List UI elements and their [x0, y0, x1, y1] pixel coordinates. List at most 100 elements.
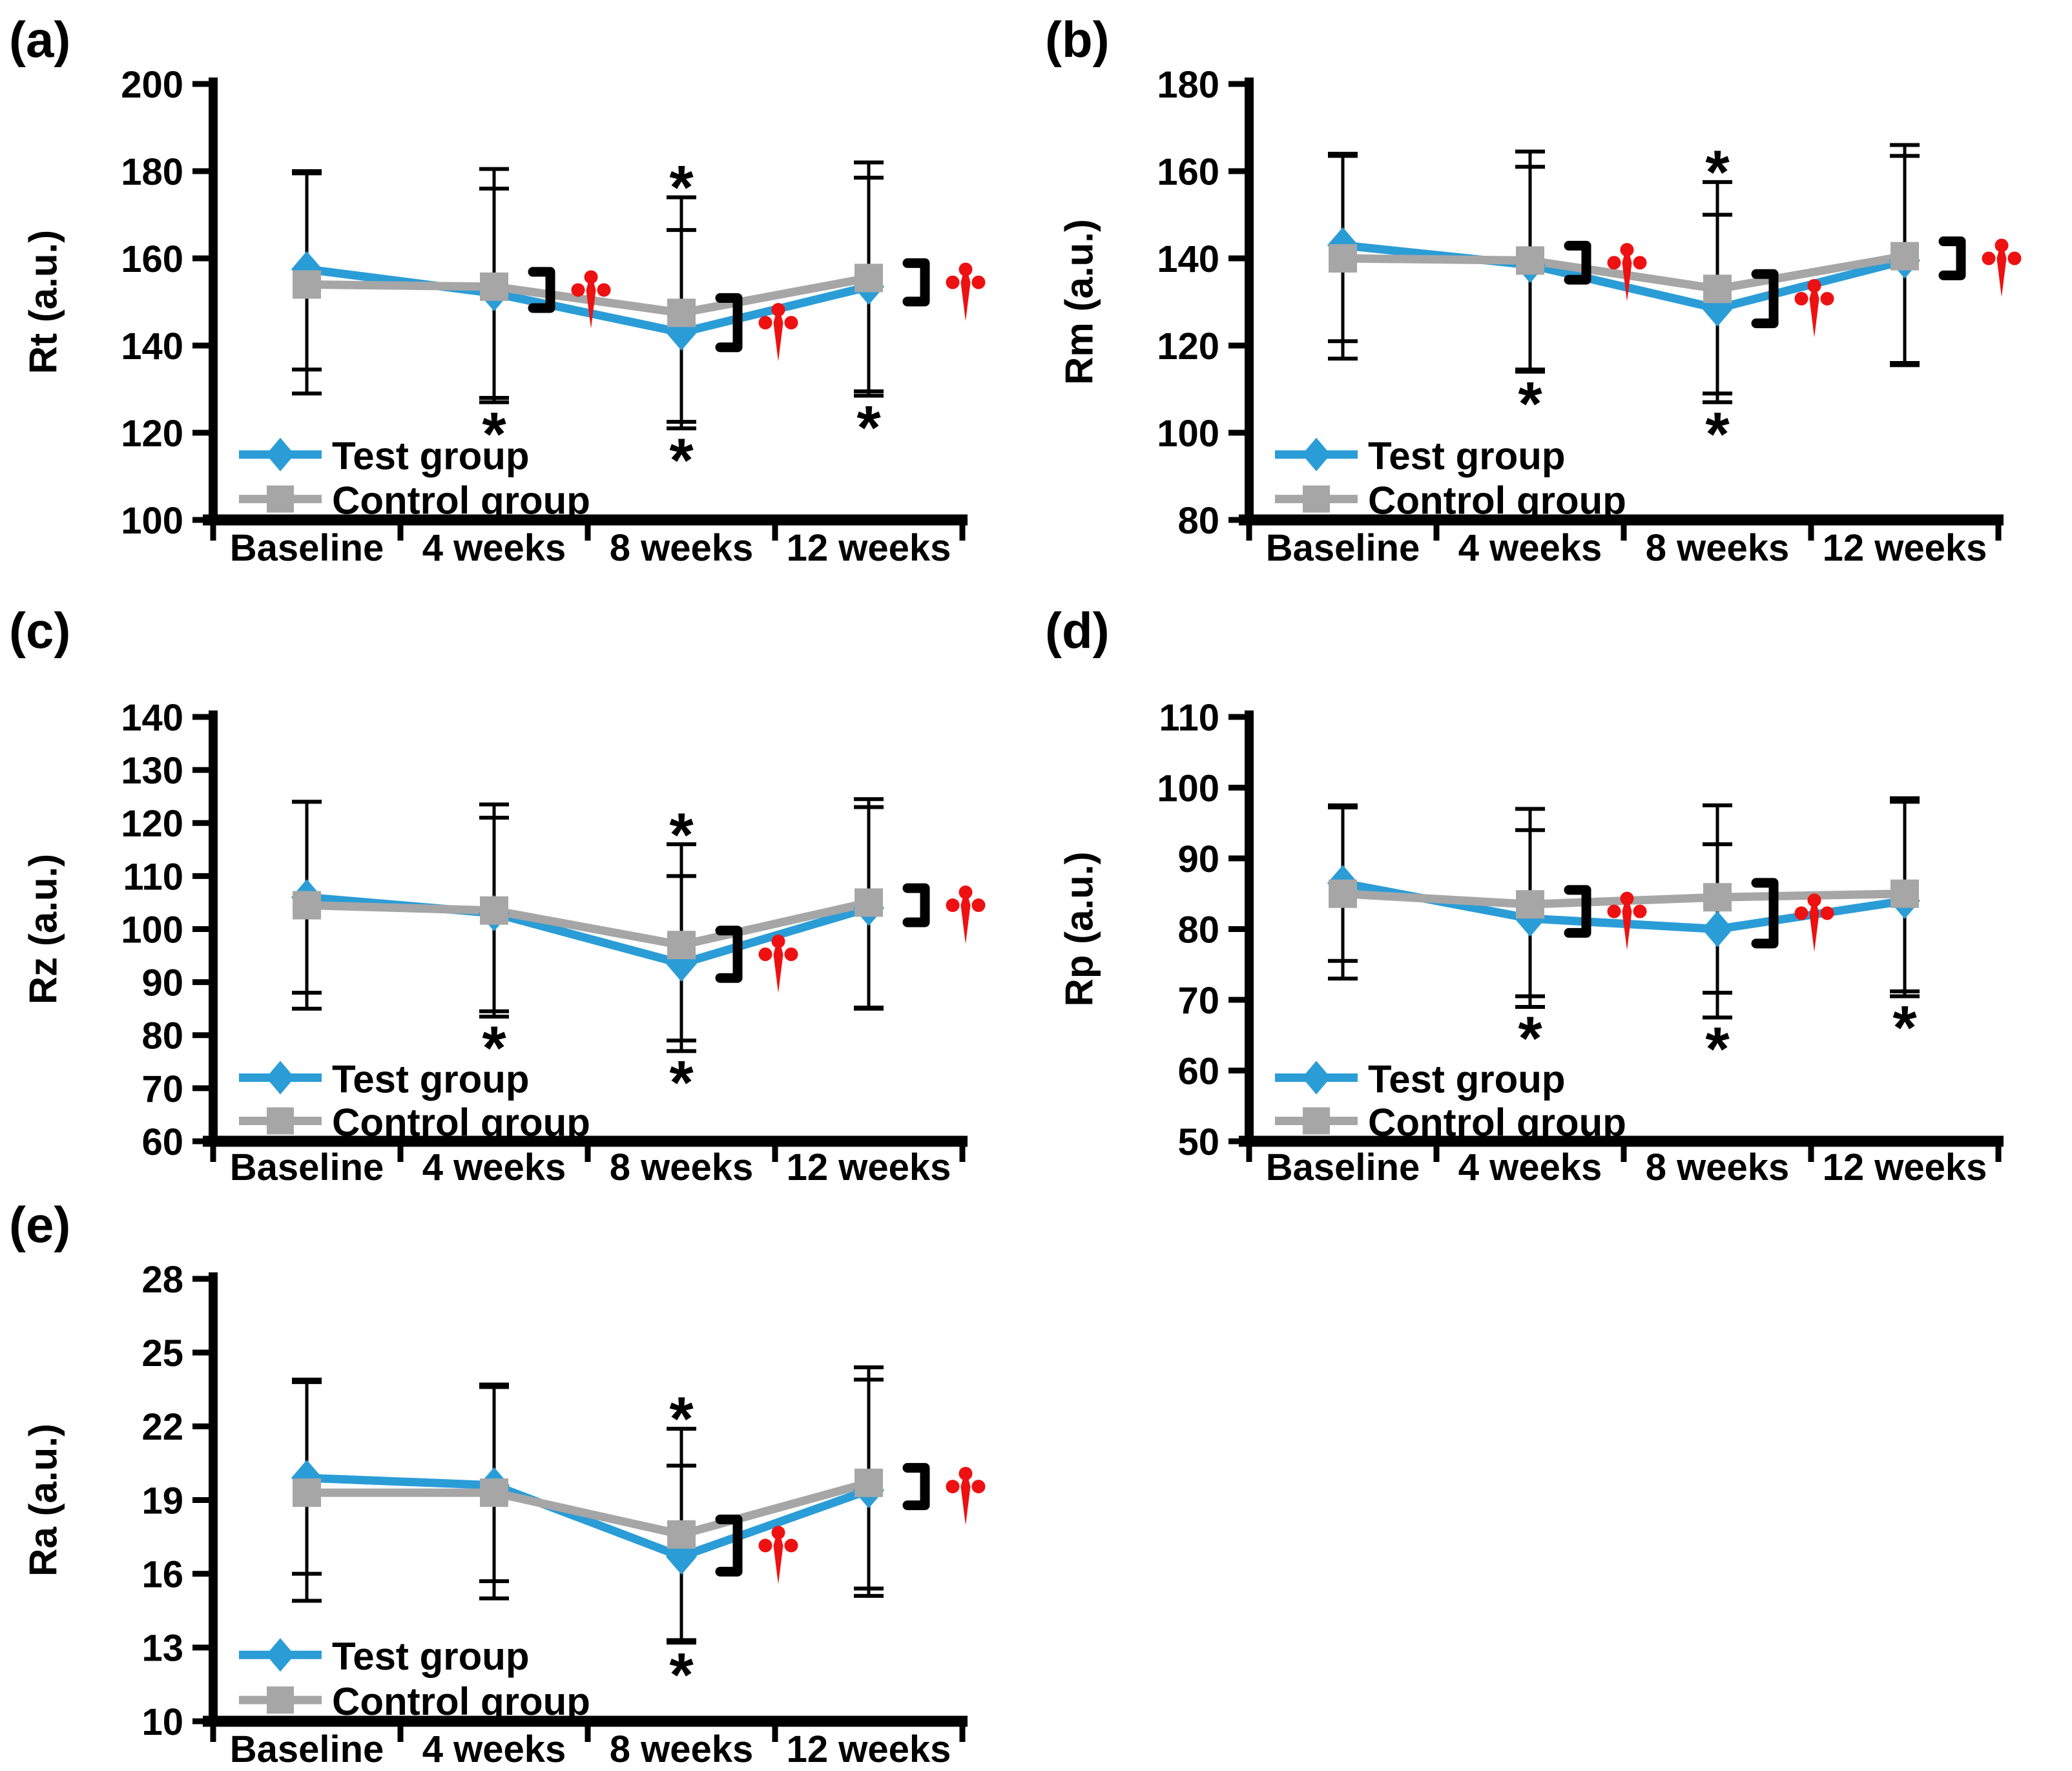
y-tick-label: 90 [1177, 838, 1219, 880]
legend: Test group Control group [239, 1635, 590, 1723]
gray-significance-star: * [669, 801, 694, 870]
x-category-label: Baseline [230, 527, 384, 569]
panel-label-c: (c) [9, 602, 71, 659]
legend-control-marker [1303, 1107, 1330, 1135]
control-marker-square [855, 888, 883, 917]
blue-significance-star: * [669, 1048, 694, 1117]
blue-significance-star: * [482, 1014, 506, 1083]
dagger-icon [946, 1467, 986, 1526]
legend-control-label: Control group [1368, 479, 1626, 522]
y-axis-title: Rt (a.u.) [22, 230, 65, 374]
control-marker-square [293, 891, 321, 920]
y-tick-label: 100 [1157, 767, 1219, 809]
x-category-label: 8 weeks [1646, 1146, 1790, 1185]
control-marker-square [1516, 246, 1544, 275]
x-category-label: 4 weeks [1458, 527, 1602, 569]
panel-label-d: (d) [1045, 602, 1110, 659]
y-tick-label: 22 [141, 1406, 183, 1448]
control-marker-square [480, 1478, 508, 1507]
blue-significance-star: * [1705, 1015, 1730, 1084]
legend-control-marker [267, 1686, 294, 1714]
control-marker-square [480, 272, 508, 301]
x-category-label: 12 weeks [1823, 527, 1987, 569]
y-tick-label: 50 [1177, 1121, 1219, 1163]
y-tick-label: 160 [121, 238, 183, 280]
comparison-bracket [902, 1463, 930, 1511]
y-tick-label: 140 [1157, 238, 1219, 280]
comparison-bracket [1751, 878, 1779, 949]
dagger-icon [946, 886, 986, 944]
y-tick-label: 180 [1157, 64, 1219, 106]
control-line [306, 898, 870, 949]
control-marker-square [293, 1478, 321, 1507]
blue-significance-star: * [1892, 993, 1917, 1062]
x-category-label: 12 weeks [787, 1728, 951, 1770]
x-category-label: 4 weeks [422, 1146, 566, 1185]
control-marker-square [1516, 890, 1544, 919]
dagger-icon [758, 935, 798, 993]
control-marker-square [1703, 883, 1732, 912]
control-marker-square [667, 931, 696, 960]
panel-d: (d) [1036, 591, 2072, 1185]
dagger-icon [1607, 243, 1647, 302]
legend: Test group Control group [1275, 1057, 1626, 1144]
x-category-label: 4 weeks [422, 527, 566, 569]
panel-b: (b) [1036, 0, 2072, 591]
control-marker-square [1703, 274, 1732, 304]
blue-significance-star: * [1518, 1004, 1542, 1073]
control-marker-square [855, 264, 883, 293]
chart-e-canvas: 10 13 16 19 22 25 28 Baseline 4 weeks 8 weeks 12 w… [22, 1259, 986, 1770]
dagger-icon [571, 270, 611, 329]
y-tick-label: 130 [121, 750, 183, 792]
x-category-label: 12 weeks [1823, 1146, 1987, 1185]
legend: Test group Control group [1275, 435, 1626, 522]
y-tick-label: 100 [121, 500, 183, 542]
blue-significance-star: * [482, 400, 506, 469]
x-category-label: 4 weeks [1458, 1146, 1602, 1185]
y-tick-label: 200 [121, 64, 183, 106]
comparison-bracket [902, 883, 930, 927]
gray-significance-star: * [1705, 138, 1730, 207]
blue-significance-star: * [669, 1641, 694, 1710]
x-category-label: 12 weeks [787, 1146, 951, 1185]
panel-label-a: (a) [9, 11, 71, 68]
x-category-label: 8 weeks [610, 1146, 754, 1185]
y-tick-label: 80 [141, 1015, 183, 1057]
y-tick-label: 80 [1177, 909, 1219, 951]
y-tick-label: 110 [123, 856, 183, 898]
comparison-bracket [902, 258, 930, 307]
control-marker-square [1891, 242, 1919, 271]
legend-test-marker [266, 437, 295, 471]
x-category-label: Baseline [1266, 527, 1420, 569]
blue-significance-star: * [1518, 369, 1542, 439]
test-marker-diamond [1702, 911, 1733, 948]
y-axis-title: Rp (a.u.) [1058, 852, 1101, 1007]
y-tick-label: 10 [141, 1701, 183, 1743]
dagger-icon [758, 1526, 798, 1584]
gray-significance-star: * [669, 153, 694, 222]
y-tick-label: 28 [141, 1259, 183, 1301]
panel-e: (e) [0, 1185, 1036, 1771]
y-tick-label: 110 [1159, 697, 1219, 739]
control-marker-square [855, 1468, 883, 1497]
legend-test-label: Test group [332, 1635, 530, 1678]
legend: Test group Control group [239, 1057, 590, 1144]
x-category-label: 8 weeks [610, 1728, 754, 1770]
control-marker-square [480, 896, 508, 925]
y-axis-title: Ra (a.u.) [22, 1424, 65, 1577]
dagger-icon [1607, 891, 1647, 951]
y-tick-label: 120 [121, 803, 183, 845]
y-tick-label: 25 [141, 1332, 183, 1374]
panel-label-b: (b) [1045, 11, 1110, 68]
comparison-bracket [1564, 885, 1591, 938]
y-tick-label: 60 [1177, 1050, 1219, 1092]
comparison-bracket [528, 267, 555, 313]
legend-test-marker [266, 1638, 295, 1672]
y-tick-label: 120 [1157, 326, 1219, 368]
y-tick-label: 13 [141, 1628, 183, 1670]
legend-test-marker [266, 1061, 295, 1095]
legend-test-label: Test group [332, 435, 530, 478]
comparison-bracket [715, 926, 743, 983]
control-marker-square [667, 298, 696, 327]
x-category-label: 8 weeks [610, 527, 754, 569]
